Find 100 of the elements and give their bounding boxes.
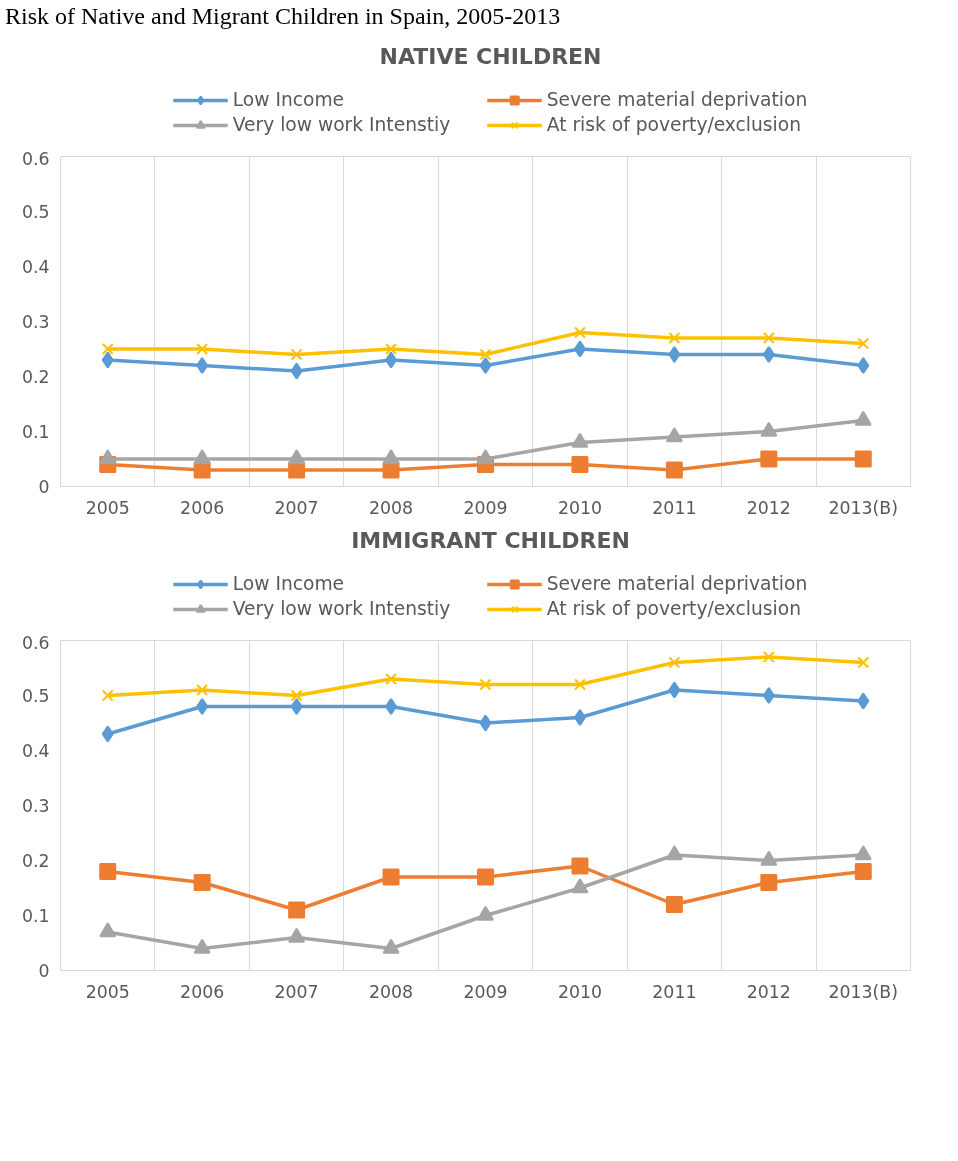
point [479, 714, 492, 732]
point [571, 878, 589, 894]
point [196, 343, 209, 355]
x-tick-label: 2010 [557, 981, 602, 1002]
y-tick-label: 0 [38, 961, 50, 981]
point [668, 656, 681, 669]
point [571, 432, 589, 448]
x-tick-label: 2006 [180, 497, 225, 518]
point [288, 901, 306, 919]
point [665, 896, 683, 913]
point [854, 863, 872, 880]
y-tick-label: 0.5 [21, 202, 50, 222]
y-tick-label: 0.1 [21, 422, 50, 442]
point [382, 449, 400, 465]
x-tick-label: 2011 [652, 497, 697, 518]
point [99, 863, 117, 880]
point [193, 874, 211, 891]
point [101, 351, 114, 369]
x-tick-label: 2007 [274, 981, 319, 1002]
legend-label: Very low work Intenstiy [232, 114, 452, 135]
x-tick-label: 2005 [85, 497, 130, 518]
point [477, 905, 494, 921]
x-tick-label: 2007 [274, 497, 319, 518]
point [288, 449, 306, 465]
point [668, 332, 681, 344]
y-tick-label: 0.3 [21, 312, 50, 332]
point [101, 725, 114, 743]
y-tick-label: 0 [38, 477, 50, 497]
point [762, 332, 775, 344]
y-tick-label: 0.6 [21, 148, 50, 169]
y-tick-label: 0.2 [21, 851, 50, 871]
point [479, 357, 492, 374]
y-tick-label: 0.5 [21, 686, 50, 706]
legend-label: Severe material deprivation [546, 573, 808, 594]
point [196, 698, 209, 715]
point [760, 850, 778, 866]
chart-title: IMMIGRANT CHILDREN [351, 527, 630, 553]
x-tick-label: 2012 [746, 497, 791, 518]
point [573, 326, 586, 339]
point [668, 681, 681, 699]
y-tick-label: 0.6 [21, 632, 50, 653]
point [571, 857, 589, 875]
x-tick-label: 2006 [180, 981, 225, 1002]
x-tick-label: 2008 [369, 497, 414, 518]
point [193, 938, 211, 954]
legend-label: At risk of poverty/exclusion [546, 114, 801, 135]
point [857, 692, 870, 710]
x-tick-label: 2010 [557, 497, 602, 518]
y-tick-label: 0.2 [21, 367, 50, 387]
point [668, 346, 681, 363]
legend-label: Severe material deprivation [546, 89, 808, 110]
y-tick-label: 0.4 [21, 257, 50, 277]
point [99, 449, 117, 465]
point [571, 456, 589, 473]
y-tick-label: 0.4 [21, 741, 50, 761]
point [288, 927, 306, 943]
legend-label: Low Income [232, 573, 346, 594]
point [101, 343, 114, 355]
point [762, 651, 775, 663]
x-tick-label: 2009 [463, 497, 508, 518]
point [477, 449, 494, 465]
point [385, 698, 398, 715]
x-tick-label: 2009 [463, 981, 508, 1002]
point [857, 357, 870, 374]
point [573, 340, 586, 358]
x-tick-label: 2012 [746, 981, 791, 1002]
point [385, 351, 398, 369]
x-tick-label: 2013(B) [828, 981, 899, 1002]
point [760, 874, 778, 891]
point [854, 450, 872, 468]
point [573, 709, 586, 726]
point [762, 687, 775, 704]
point [665, 461, 683, 479]
point [196, 357, 209, 374]
point [385, 673, 398, 685]
x-tick-label: 2013(B) [828, 497, 899, 518]
point [193, 449, 211, 465]
text: Risk of Native and Migrant Children in Spain, 2005-2013 [5, 3, 561, 29]
point [857, 656, 870, 669]
y-tick-label: 0.1 [21, 906, 50, 926]
point [290, 348, 303, 361]
point [385, 343, 398, 355]
point [857, 337, 870, 350]
point [382, 868, 400, 886]
point [290, 698, 303, 715]
legend-label: Low Income [232, 89, 346, 110]
point [760, 421, 778, 437]
chart-title: NATIVE CHILDREN [379, 43, 602, 69]
point [99, 922, 117, 938]
y-tick-label: 0.3 [21, 796, 50, 816]
point [665, 845, 683, 861]
point [290, 689, 303, 702]
point [477, 868, 494, 886]
point [196, 684, 209, 696]
x-tick-label: 2008 [369, 981, 414, 1002]
point [573, 678, 586, 691]
point [479, 348, 492, 361]
x-tick-label: 2011 [652, 981, 697, 1002]
x-tick-label: 2005 [85, 981, 130, 1002]
point [290, 362, 303, 380]
